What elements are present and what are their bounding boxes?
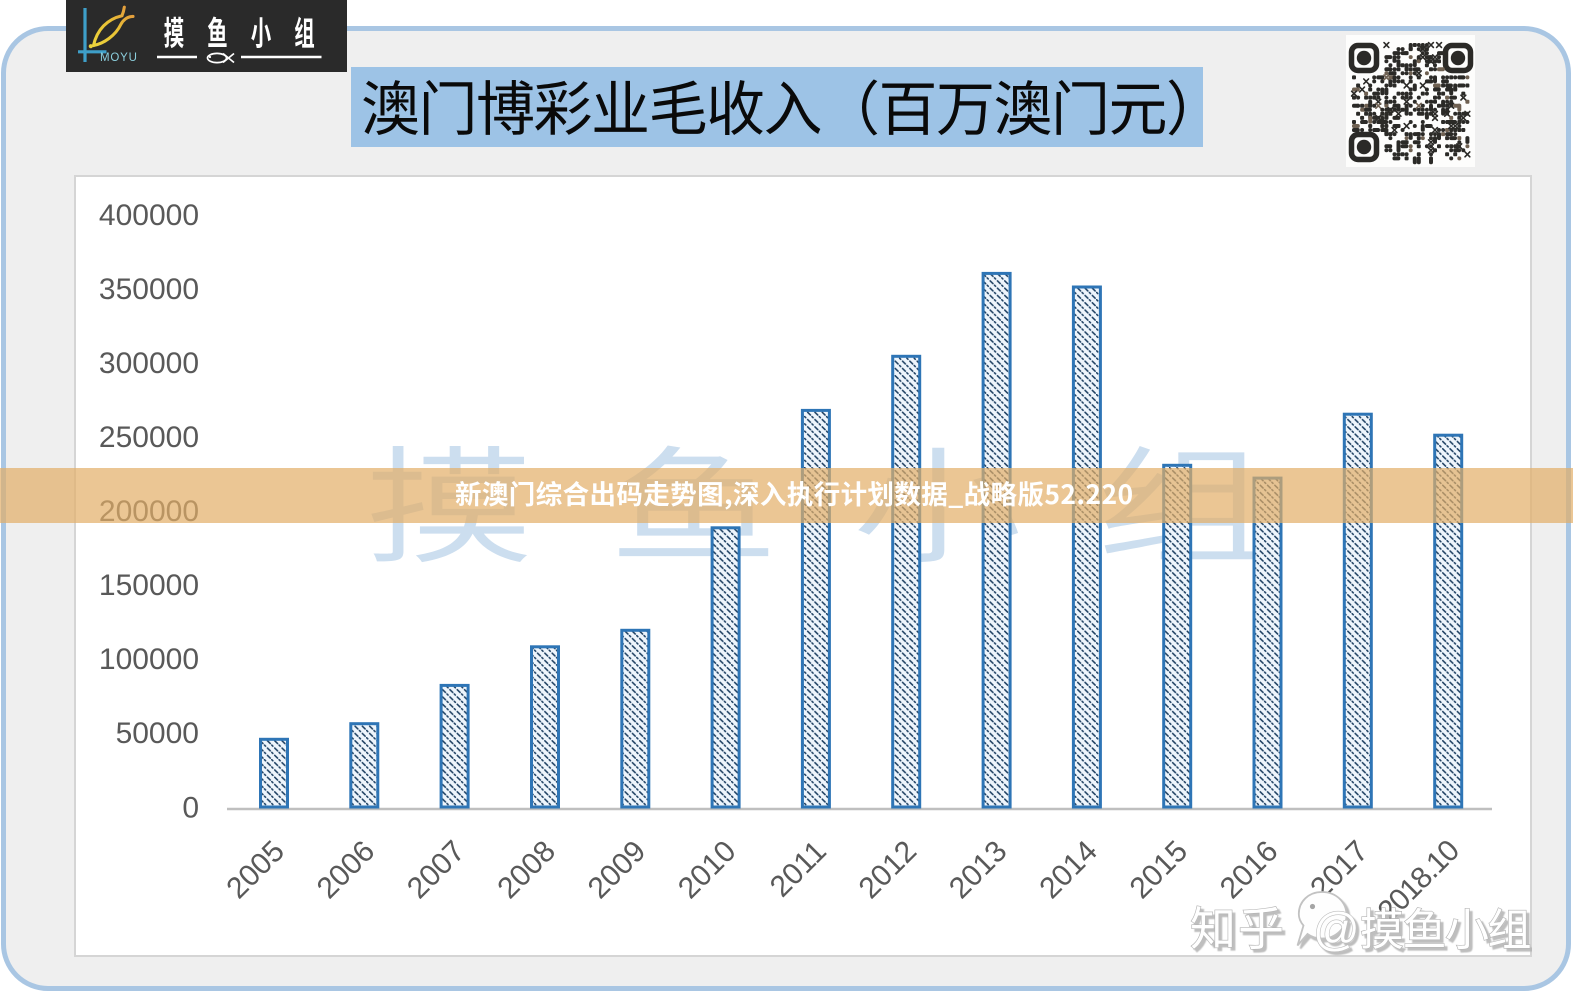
svg-text:250000: 250000 <box>99 421 199 454</box>
svg-text:350000: 350000 <box>99 273 199 306</box>
svg-text:150000: 150000 <box>99 569 199 602</box>
svg-text:0: 0 <box>182 791 199 824</box>
svg-text:摸鱼小组: 摸鱼小组 <box>1360 894 1530 957</box>
svg-text:300000: 300000 <box>99 347 199 380</box>
svg-text:摸: 摸 <box>164 7 184 55</box>
svg-text:知乎: 知乎 <box>1190 893 1286 957</box>
svg-text:@: @ <box>1313 903 1360 955</box>
svg-text:MOYU: MOYU <box>100 52 138 64</box>
svg-text:400000: 400000 <box>99 199 199 232</box>
svg-text:组: 组 <box>294 7 314 55</box>
svg-text:100000: 100000 <box>99 643 199 676</box>
svg-text:50000: 50000 <box>116 717 199 750</box>
svg-text:小: 小 <box>251 7 272 55</box>
svg-text:鱼: 鱼 <box>207 7 227 55</box>
